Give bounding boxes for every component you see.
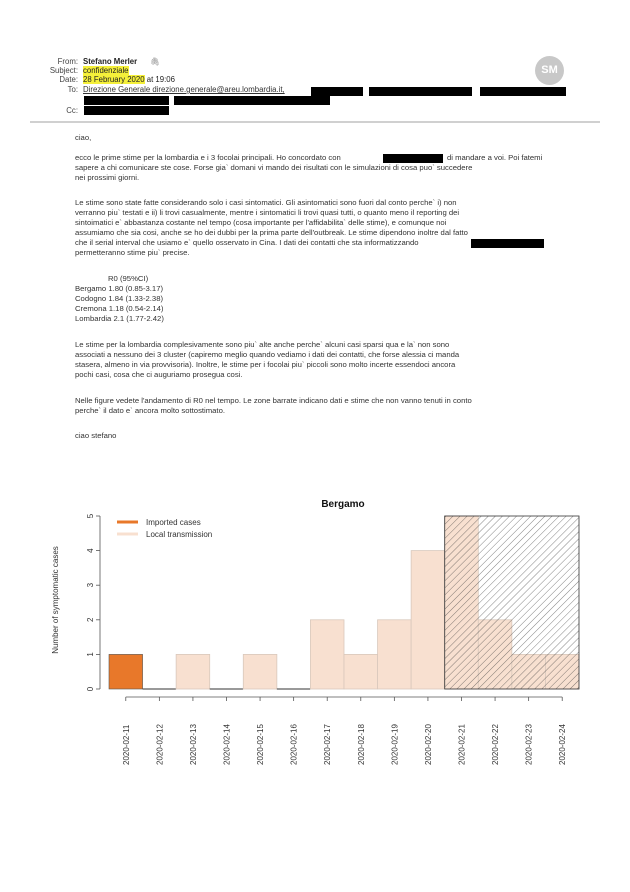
body-line: Nelle figure vedete l'andamento di R0 ne… xyxy=(75,396,472,405)
greeting: ciao, xyxy=(75,133,92,142)
x-tick-label: 2020-02-23 xyxy=(525,724,534,765)
x-tick-label: 2020-02-18 xyxy=(357,724,366,765)
x-tick-label: 2020-02-19 xyxy=(390,724,399,765)
bar-local xyxy=(242,654,278,690)
body-line: permetteranno stime piu` precise. xyxy=(75,248,190,257)
y-tick-label: 1 xyxy=(86,652,95,657)
subject-label: Subject: xyxy=(49,66,78,75)
redaction xyxy=(311,87,363,96)
to-recipient[interactable]: Direzione Generale direzione.generale@ar… xyxy=(83,85,285,94)
x-tick-label: 2020-02-20 xyxy=(424,724,433,765)
y-tick-label: 3 xyxy=(86,582,95,587)
redaction xyxy=(174,96,330,105)
paperclip-icon: 🖇 xyxy=(150,57,160,66)
y-axis-label: Number of symptomatic cases xyxy=(51,546,60,654)
header-divider xyxy=(30,121,600,123)
x-tick-label: 2020-02-21 xyxy=(458,724,467,765)
x-tick-label: 2020-02-24 xyxy=(558,724,567,765)
body-line: sapere a chi comunicare ste cose. Forse … xyxy=(75,163,473,172)
date-label: Date: xyxy=(59,75,78,84)
time-value: at 19:06 xyxy=(144,75,175,84)
bar-imported xyxy=(108,654,143,690)
y-tick-label: 0 xyxy=(86,686,95,691)
body-line: associati a nessuno dei 3 cluster (capir… xyxy=(75,350,460,359)
body-line: ecco le prime stime per la lombardia e i… xyxy=(75,153,341,162)
signoff: ciao stefano xyxy=(75,431,117,440)
body-line: di mandare a voi. Poi fatemi xyxy=(447,153,543,162)
bar-local xyxy=(310,619,345,690)
x-tick-label: 2020-02-12 xyxy=(155,724,164,765)
body-line: assumiamo che sia cosi, anche se ho dei … xyxy=(75,228,468,237)
from-value[interactable]: Stefano Merler xyxy=(83,57,138,66)
cc-label: Cc: xyxy=(66,106,78,115)
table-row: Codogno 1.84 (1.33-2.38) xyxy=(75,294,164,303)
hatched-region xyxy=(444,515,580,690)
y-tick-label: 2 xyxy=(86,617,95,622)
x-tick-label: 2020-02-22 xyxy=(491,724,500,765)
subject-value: confidenziale xyxy=(83,66,129,75)
body-line: perche` il dato e` ancora molto sottosti… xyxy=(75,406,225,415)
date-value: 28 February 2020 xyxy=(83,75,145,84)
body-line: nei prossimi giorni. xyxy=(75,173,140,182)
redaction xyxy=(383,154,443,163)
x-tick-label: 2020-02-15 xyxy=(256,724,265,765)
x-tick-label: 2020-02-13 xyxy=(189,724,198,765)
bar-local xyxy=(175,654,211,690)
body-line: che il serial interval che usiamo e` que… xyxy=(75,238,419,247)
body-line: Le stime sono state fatte considerando s… xyxy=(75,198,457,207)
redaction xyxy=(84,96,169,105)
to-label: To: xyxy=(67,85,78,94)
bar-local xyxy=(377,619,412,690)
body-line: verranno piu` testati e ii) li trovi cas… xyxy=(75,208,460,217)
y-tick-label: 4 xyxy=(86,548,95,553)
redaction xyxy=(84,106,169,115)
bar-local xyxy=(410,550,446,690)
chart-title: Bergamo xyxy=(321,499,364,510)
table-row: Lombardia 2.1 (1.77-2.42) xyxy=(75,314,164,323)
redaction xyxy=(480,87,566,96)
body-line: pochi casi, cosa che ci auguriamo proseg… xyxy=(75,370,243,379)
table-row: Cremona 1.18 (0.54-2.14) xyxy=(75,304,164,313)
redaction xyxy=(369,87,472,96)
table-row: Bergamo 1.80 (0.85-3.17) xyxy=(75,284,164,293)
body-line: Le stime per la lombardia complesivament… xyxy=(75,340,450,349)
legend: Imported cases Local transmission xyxy=(117,518,212,539)
x-tick-label: 2020-02-17 xyxy=(323,724,332,765)
redaction xyxy=(471,239,544,248)
table-header: R0 (95%CI) xyxy=(108,274,149,283)
body-line: stasera, almeno in via provvisoria). Ino… xyxy=(75,360,456,369)
x-tick-label: 2020-02-16 xyxy=(290,724,299,765)
body-line: sintoimatici e` abbastanza costante nel … xyxy=(75,218,447,227)
x-tick-label: 2020-02-14 xyxy=(223,724,232,765)
bar-local xyxy=(343,654,378,690)
avatar: SM xyxy=(535,56,564,85)
x-tick-label: 2020-02-11 xyxy=(122,724,131,765)
legend-label-local: Local transmission xyxy=(146,530,212,539)
y-tick-label: 5 xyxy=(86,513,95,518)
from-label: From: xyxy=(57,57,78,66)
legend-label-imported: Imported cases xyxy=(146,518,201,527)
